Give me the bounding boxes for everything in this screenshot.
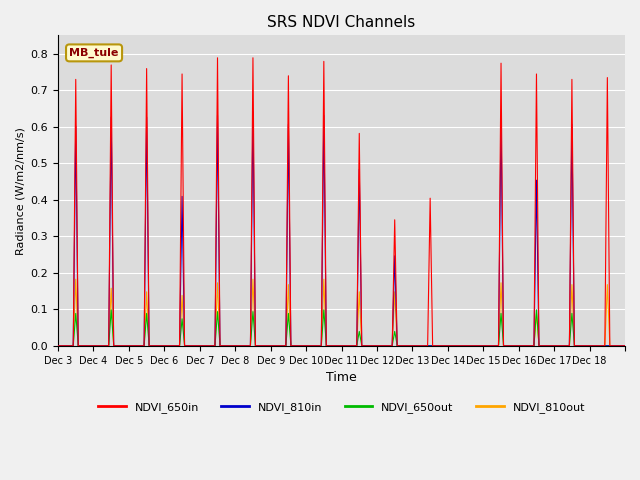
NDVI_650out [108,307,115,312]
Text: MB_tule: MB_tule [69,48,119,58]
NDVI_650out [621,343,629,348]
NDVI_650in [475,343,483,348]
Title: SRS NDVI Channels: SRS NDVI Channels [268,15,415,30]
NDVI_810in [415,343,422,348]
NDVI_650in [621,343,629,348]
NDVI_810in [260,343,268,348]
NDVI_810out [390,312,397,318]
NDVI_650in [214,55,221,60]
NDVI_810out [260,343,268,348]
NDVI_810out [475,343,483,348]
X-axis label: Time: Time [326,371,357,384]
NDVI_810out [415,343,422,348]
NDVI_810in [390,292,397,298]
NDVI_650out [83,343,90,348]
Legend: NDVI_650in, NDVI_810in, NDVI_650out, NDVI_810out: NDVI_650in, NDVI_810in, NDVI_650out, NDV… [93,398,589,418]
Line: NDVI_650in: NDVI_650in [58,58,625,346]
NDVI_810out [83,343,90,348]
NDVI_810in [505,343,513,348]
Line: NDVI_810out: NDVI_810out [58,279,625,346]
NDVI_650out [415,343,422,348]
NDVI_810in [249,109,257,115]
NDVI_650in [260,343,268,348]
Line: NDVI_650out: NDVI_650out [58,310,625,346]
NDVI_810in [475,343,483,348]
NDVI_650in [390,272,397,277]
NDVI_650in [415,343,422,348]
NDVI_810in [54,343,62,348]
NDVI_650out [54,343,62,348]
NDVI_810out [621,343,629,348]
NDVI_650out [475,343,483,348]
Y-axis label: Radiance (W/m2/nm/s): Radiance (W/m2/nm/s) [15,127,25,254]
NDVI_650out [260,343,268,348]
Line: NDVI_810in: NDVI_810in [58,112,625,346]
NDVI_650in [505,343,513,348]
NDVI_810out [72,276,79,282]
NDVI_650in [83,343,90,348]
NDVI_650out [390,335,397,341]
NDVI_650out [505,343,513,348]
NDVI_810in [621,343,629,348]
NDVI_810in [83,343,90,348]
NDVI_810out [54,343,62,348]
NDVI_810out [505,343,513,348]
NDVI_650in [54,343,62,348]
